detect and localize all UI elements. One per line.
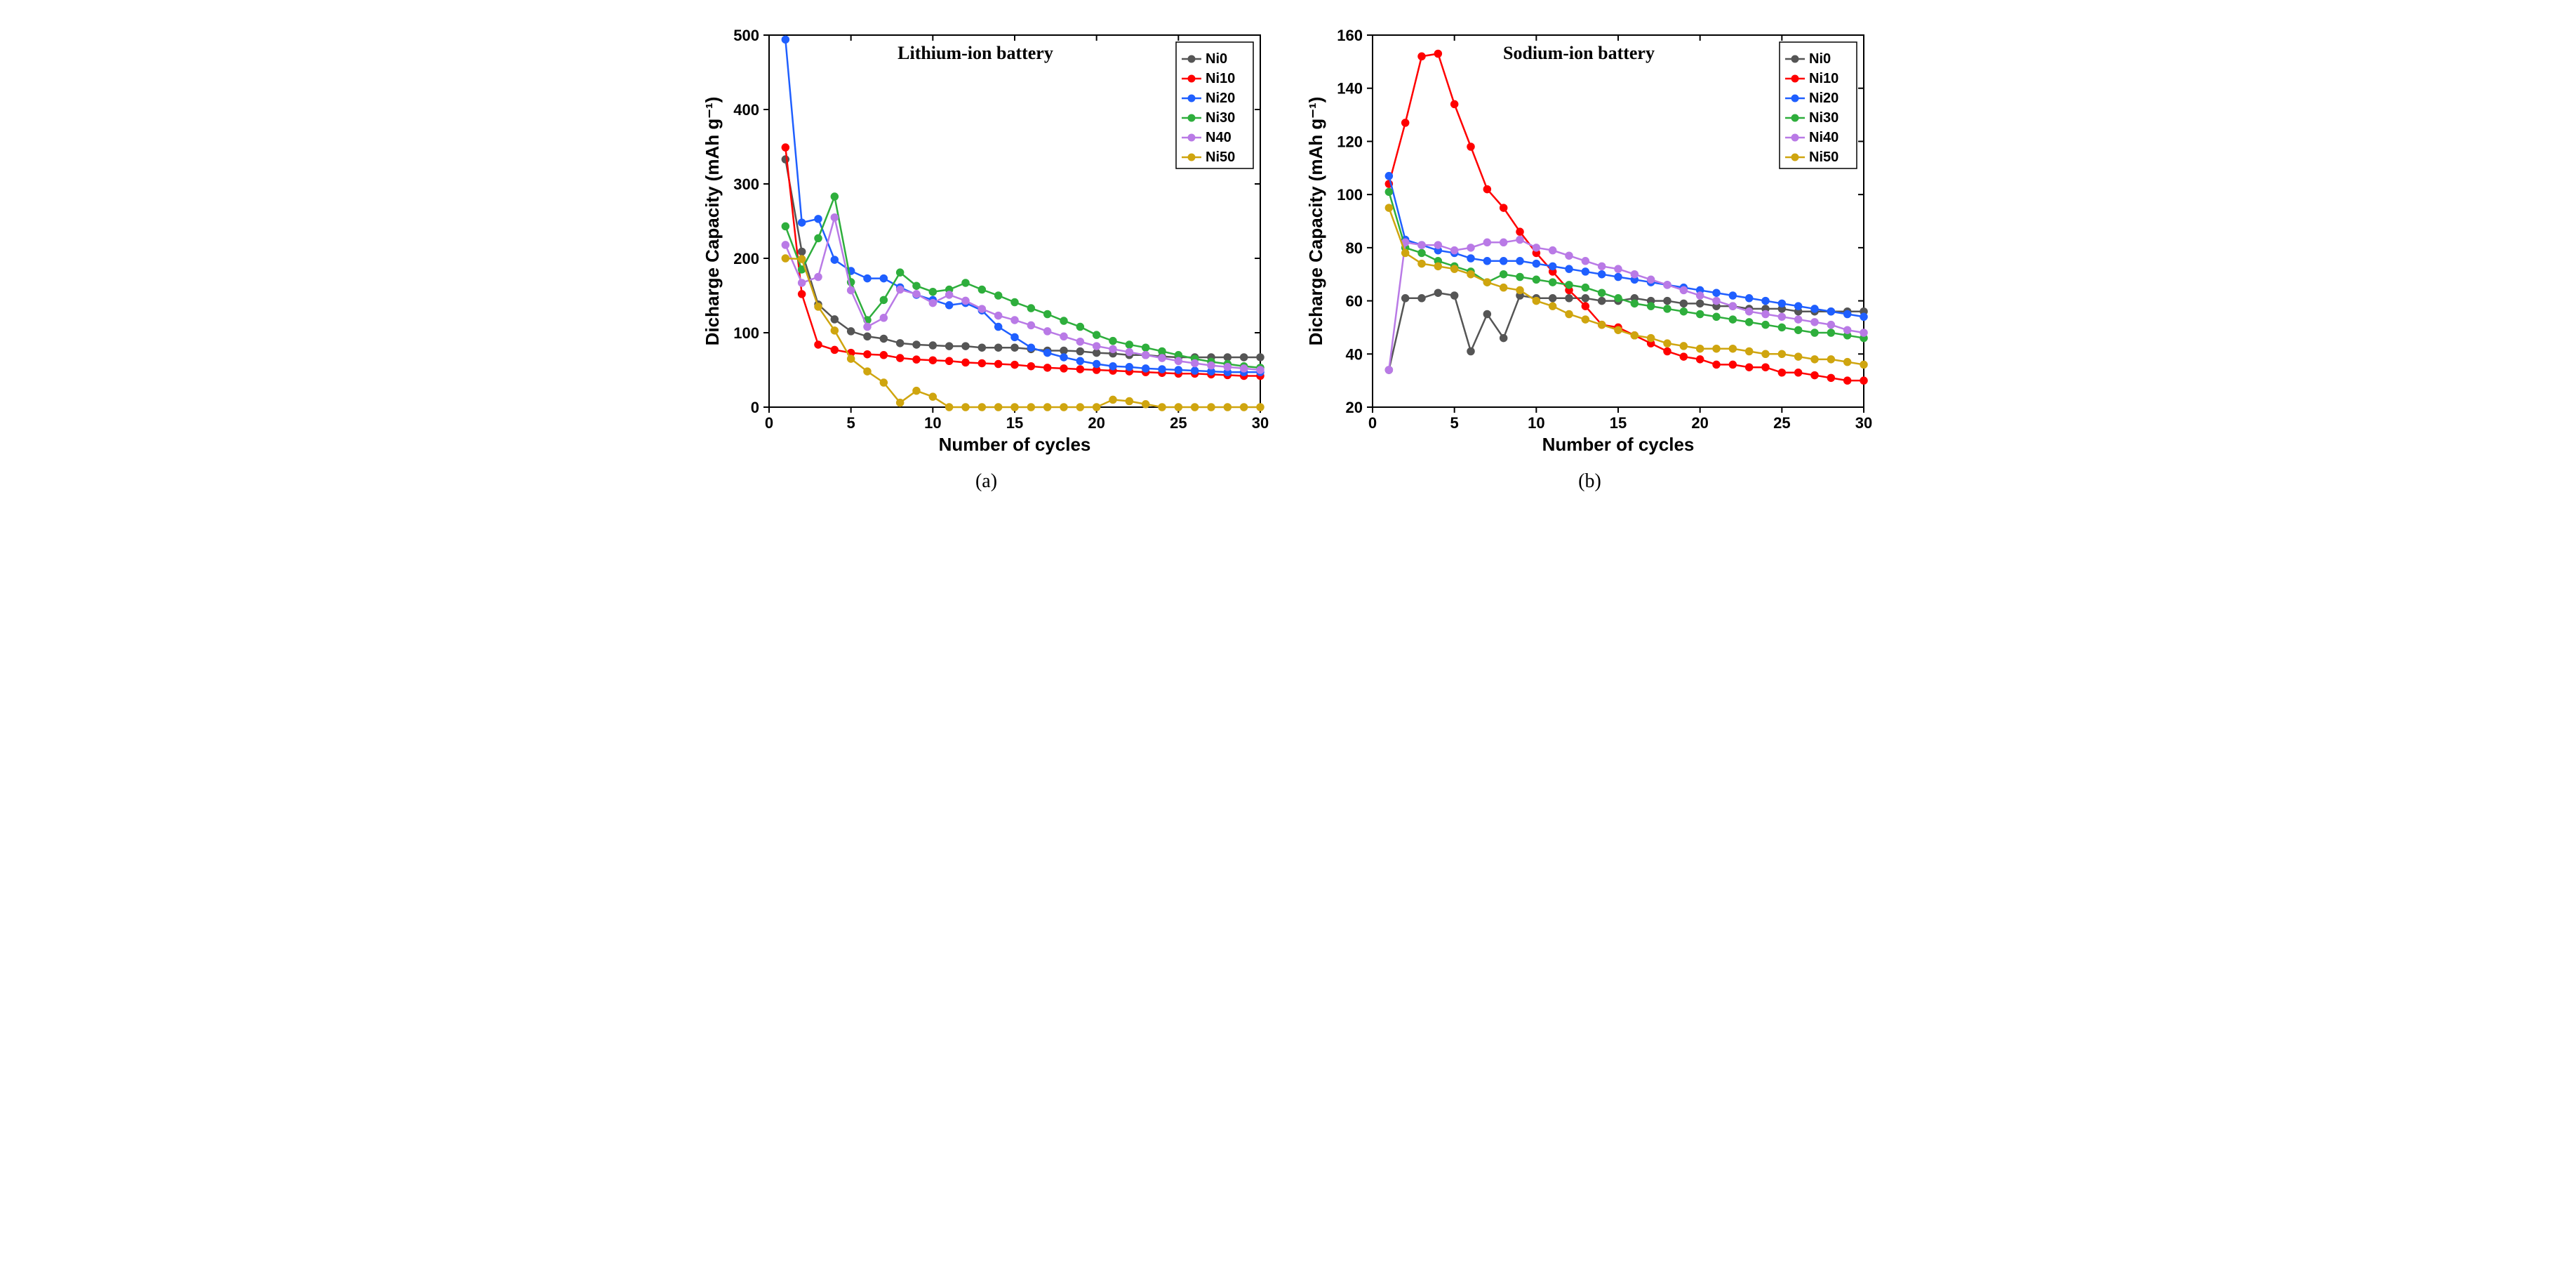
legend-label-ni20: Ni20 <box>1809 91 1838 106</box>
svg-text:10: 10 <box>1528 414 1544 432</box>
svg-text:0: 0 <box>764 414 773 432</box>
figure-row: 0510152025300100200300400500Number of cy… <box>14 14 2562 493</box>
legend-label-ni30: Ni30 <box>1206 110 1235 126</box>
svg-text:100: 100 <box>1337 186 1363 204</box>
svg-text:120: 120 <box>1337 133 1363 150</box>
chart-b: 0 5 10 15 20 25 30 20 40 60 80 100 120 140 160 Number o… <box>1302 14 1878 463</box>
svg-text:20: 20 <box>1691 414 1708 432</box>
svg-text:25: 25 <box>1773 414 1790 432</box>
legend-label-ni0: Ni0 <box>1206 51 1227 67</box>
svg-text:Lithium-ion battery: Lithium-ion battery <box>897 43 1053 63</box>
svg-text:0: 0 <box>1368 414 1376 432</box>
svg-text:25: 25 <box>1170 414 1187 432</box>
svg-text:5: 5 <box>1450 414 1458 432</box>
legend-label-ni0: Ni0 <box>1809 51 1831 67</box>
svg-text:100: 100 <box>733 324 759 342</box>
svg-text:15: 15 <box>1609 414 1626 432</box>
svg-text:500: 500 <box>733 27 759 44</box>
panel-a: 0510152025300100200300400500Number of cy… <box>699 14 1274 493</box>
svg-text:0: 0 <box>750 399 759 416</box>
svg-text:60: 60 <box>1345 293 1362 310</box>
legend-label-ni50: Ni50 <box>1809 150 1838 165</box>
svg-text:80: 80 <box>1345 239 1362 257</box>
legend-label-ni50: Ni50 <box>1206 150 1235 165</box>
svg-text:10: 10 <box>924 414 941 432</box>
svg-text:Dicharge Capacity (mAh g⁻¹): Dicharge Capacity (mAh g⁻¹) <box>1305 97 1326 346</box>
panel-b: 0 5 10 15 20 25 30 20 40 60 80 100 120 140 160 Number o… <box>1302 14 1878 493</box>
svg-text:400: 400 <box>733 101 759 119</box>
svg-text:140: 140 <box>1337 80 1363 98</box>
legend-label-ni40: Ni40 <box>1809 130 1838 145</box>
svg-text:200: 200 <box>733 250 759 267</box>
svg-text:15: 15 <box>1006 414 1022 432</box>
svg-text:Dicharge Capacity (mAh g⁻¹): Dicharge Capacity (mAh g⁻¹) <box>702 97 723 346</box>
legend-label-ni20: Ni20 <box>1206 91 1235 106</box>
svg-text:20: 20 <box>1345 399 1362 416</box>
svg-text:5: 5 <box>846 414 855 432</box>
chart-a: 0510152025300100200300400500Number of cy… <box>699 14 1274 463</box>
svg-text:30: 30 <box>1855 414 1871 432</box>
svg-text:Number of cycles: Number of cycles <box>938 434 1090 455</box>
series-line-ni50 <box>1389 208 1864 364</box>
svg-text:20: 20 <box>1088 414 1105 432</box>
series-line-ni20 <box>1389 176 1864 317</box>
legend-label-ni10: Ni10 <box>1809 71 1838 86</box>
svg-text:300: 300 <box>733 175 759 193</box>
svg-text:160: 160 <box>1337 27 1363 44</box>
svg-text:40: 40 <box>1345 345 1362 363</box>
legend-label-ni30: Ni30 <box>1809 110 1838 126</box>
panel-a-label: (a) <box>975 470 997 493</box>
series-line-ni10 <box>1389 54 1864 381</box>
legend-label-ni10: Ni10 <box>1206 71 1235 86</box>
svg-text:30: 30 <box>1251 414 1268 432</box>
legend-label-ni40: N40 <box>1206 130 1232 145</box>
svg-text:Number of cycles: Number of cycles <box>1542 434 1694 455</box>
panel-b-label: (b) <box>1578 470 1601 493</box>
svg-text:Sodium-ion battery: Sodium-ion battery <box>1503 43 1655 63</box>
series-line-ni0 <box>785 159 1260 357</box>
